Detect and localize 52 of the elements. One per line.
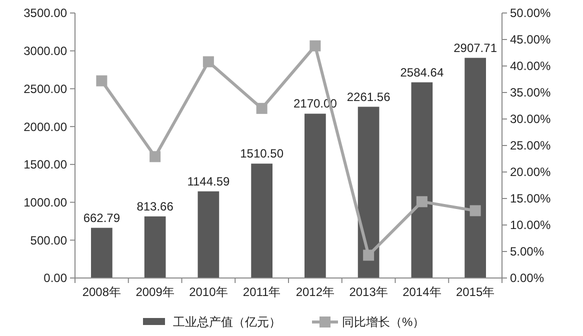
bar — [411, 82, 433, 278]
point — [150, 151, 161, 162]
x-tick-label: 2010年 — [189, 285, 228, 299]
y2-tick-label: 5.00% — [510, 244, 544, 259]
data-label: 1510.50 — [240, 146, 284, 161]
point — [416, 196, 428, 208]
point — [363, 250, 374, 261]
point — [96, 75, 108, 86]
y-tick-label: 500.00 — [30, 233, 68, 248]
y2-tick-label: 30.00% — [510, 112, 552, 126]
x-tick-label: 2009年 — [136, 285, 174, 299]
y2-tick-label: 40.00% — [510, 59, 552, 74]
y2-tick-label: 45.00% — [510, 32, 552, 47]
data-label: 2907.71 — [454, 40, 498, 55]
y-tick-label: 2000.00 — [24, 120, 68, 134]
x-tick-label: 2013年 — [349, 285, 388, 299]
y-tick-label: 0.00 — [44, 271, 68, 286]
x-tick-label: 2012年 — [296, 285, 335, 299]
y-tick-label: 3000.00 — [24, 44, 68, 58]
bar — [251, 164, 272, 278]
bar — [198, 191, 220, 278]
data-label: 2584.64 — [400, 65, 444, 80]
data-label: 1144.59 — [187, 174, 230, 188]
point — [256, 102, 268, 114]
y2-tick-label: 15.00% — [510, 192, 552, 206]
x-tick-label: 2008年 — [82, 285, 122, 299]
legend-label: 工业总产值（亿元） — [173, 315, 281, 330]
bar — [464, 58, 486, 278]
bar — [144, 216, 166, 278]
y-tick-label: 1500.00 — [24, 158, 68, 172]
y2-tick-label: 35.00% — [510, 86, 552, 100]
y-tick-label: 1000.00 — [24, 195, 68, 210]
y2-tick-label: 0.00% — [510, 271, 544, 286]
bar — [358, 106, 380, 278]
point — [310, 40, 321, 52]
x-tick-label: 2014年 — [402, 285, 442, 299]
y-tick-label: 3500.00 — [24, 6, 68, 20]
data-label: 662.79 — [83, 210, 120, 225]
x-tick-label: 2011年 — [242, 285, 281, 299]
bar — [91, 228, 112, 278]
y-tick-label: 2500.00 — [24, 82, 68, 96]
legend-label: 同比增长（%） — [342, 315, 425, 330]
x-tick-label: 2015年 — [456, 285, 495, 299]
point — [202, 56, 214, 68]
data-label: 813.66 — [136, 199, 174, 214]
bar — [304, 114, 326, 278]
data-label: 2261.56 — [346, 90, 391, 104]
y2-tick-label: 50.00% — [510, 6, 552, 20]
y2-tick-label: 25.00% — [510, 138, 552, 153]
point — [470, 205, 481, 216]
y2-tick-label: 20.00% — [510, 165, 552, 180]
y2-tick-label: 10.00% — [510, 218, 552, 232]
